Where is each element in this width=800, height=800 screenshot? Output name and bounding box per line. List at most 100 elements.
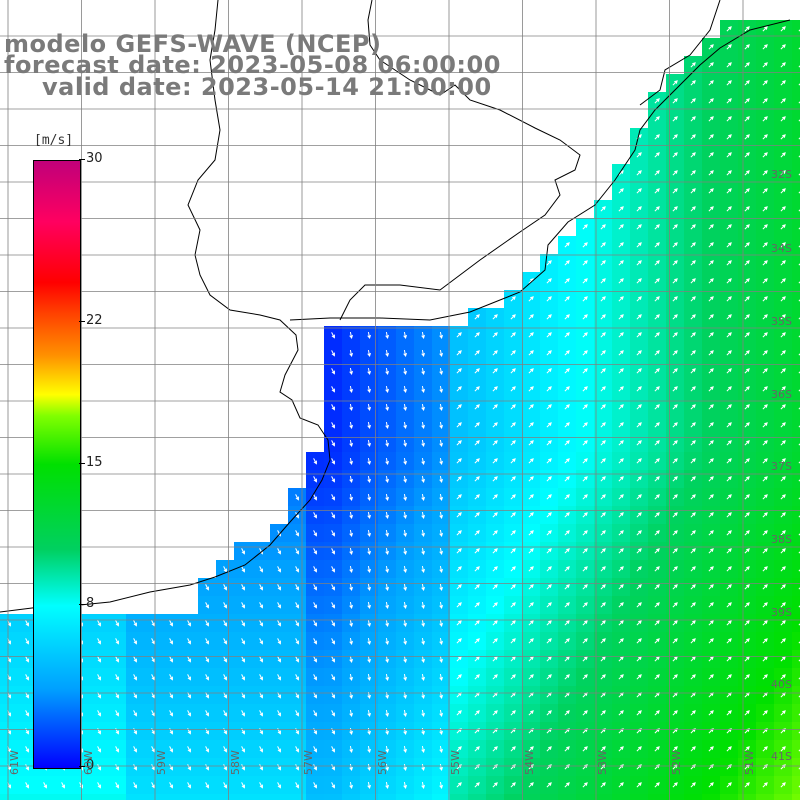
wind-arrow [744,674,750,680]
wind-arrow [385,475,389,483]
wind-arrow [546,350,552,356]
wind-arrow [780,242,786,248]
wind-arrow [672,278,678,284]
wind-speed-cell [792,740,800,759]
wind-speed-cell [792,326,800,345]
wind-arrow [690,494,696,500]
wind-arrow [708,332,714,338]
wind-arrow [61,782,65,789]
wind-arrow [439,349,443,357]
wind-arrow [277,782,281,789]
wind-arrow [151,638,155,645]
wind-arrow [492,368,498,374]
wind-arrow [528,458,534,464]
wind-arrow [636,638,642,644]
wind-speed-cell [432,794,451,800]
wind-arrow [331,476,335,483]
wind-arrow [510,584,516,590]
wind-arrow [492,548,498,554]
wind-arrow [636,458,642,464]
wind-arrow [474,314,480,320]
wind-arrow [600,764,606,770]
wind-arrow [762,476,768,482]
wind-arrow [636,188,642,194]
wind-arrow [600,638,606,644]
wind-arrow [421,619,425,627]
wind-arrow [546,674,552,680]
wind-arrow [672,422,678,428]
wind-arrow [618,458,624,464]
wind-arrow [762,566,768,572]
wind-arrow [618,440,624,446]
wind-arrow [726,566,732,572]
wind-arrow [726,458,732,464]
wind-speed-cell [54,794,73,800]
wind-arrow [726,152,732,158]
wind-arrow [762,530,768,536]
uruguay-coast [289,19,791,321]
wind-arrow [726,296,732,302]
wind-arrow [780,422,786,428]
wind-arrow [582,566,588,572]
wind-arrow [241,620,245,627]
wind-arrow [744,80,750,86]
wind-arrow [492,602,498,608]
wind-arrow [474,566,480,572]
wind-arrow [151,782,155,789]
wind-arrow [600,404,606,410]
wind-arrow [133,638,137,645]
wind-arrow [600,476,606,482]
wind-speed-cell [756,794,775,800]
wind-arrow [636,260,642,266]
wind-speed-cell [666,794,685,800]
wind-arrow [672,458,678,464]
wind-arrow [510,710,516,716]
wind-arrow [780,80,786,86]
wind-arrow [403,493,407,501]
wind-arrow [636,422,642,428]
wind-arrow [367,763,371,771]
wind-arrow [25,764,29,771]
wind-arrow [259,602,263,609]
wind-arrow [780,188,786,194]
wind-arrow [169,620,173,627]
wind-arrow [510,764,516,770]
wind-arrow [367,709,371,717]
wind-arrow [582,332,588,338]
wind-arrow [259,584,263,591]
wind-arrow [277,710,281,717]
wind-arrow [456,512,462,518]
wind-arrow [510,458,516,464]
wind-arrow [636,602,642,608]
wind-arrow [115,656,119,663]
wind-arrow [456,386,462,392]
wind-arrow [600,674,606,680]
wind-arrow [600,584,606,590]
wind-arrow [636,674,642,680]
wind-arrow [421,457,425,465]
wind-speed-cell [792,596,800,615]
wind-arrow [133,710,137,717]
wind-arrow [618,638,624,644]
wind-arrow [654,638,660,644]
wind-arrow [331,386,335,393]
wind-arrow [726,548,732,554]
wind-speed-cell [738,794,757,800]
wind-arrow [295,602,299,609]
wind-arrow [600,494,606,500]
wind-arrow [546,386,552,392]
wind-arrow [349,331,353,339]
wind-arrow [421,529,425,537]
wind-arrow [349,385,353,393]
wind-speed-cell [792,110,800,129]
wind-arrow [421,547,425,555]
inland-border [339,0,581,321]
wind-arrow [439,781,443,789]
wind-arrow [654,278,660,284]
wind-arrow [241,656,245,663]
wind-arrow [456,440,462,446]
wind-speed-cell [792,416,800,435]
wind-speed-cell [702,794,721,800]
wind-arrow [618,314,624,320]
wind-arrow [726,116,732,122]
